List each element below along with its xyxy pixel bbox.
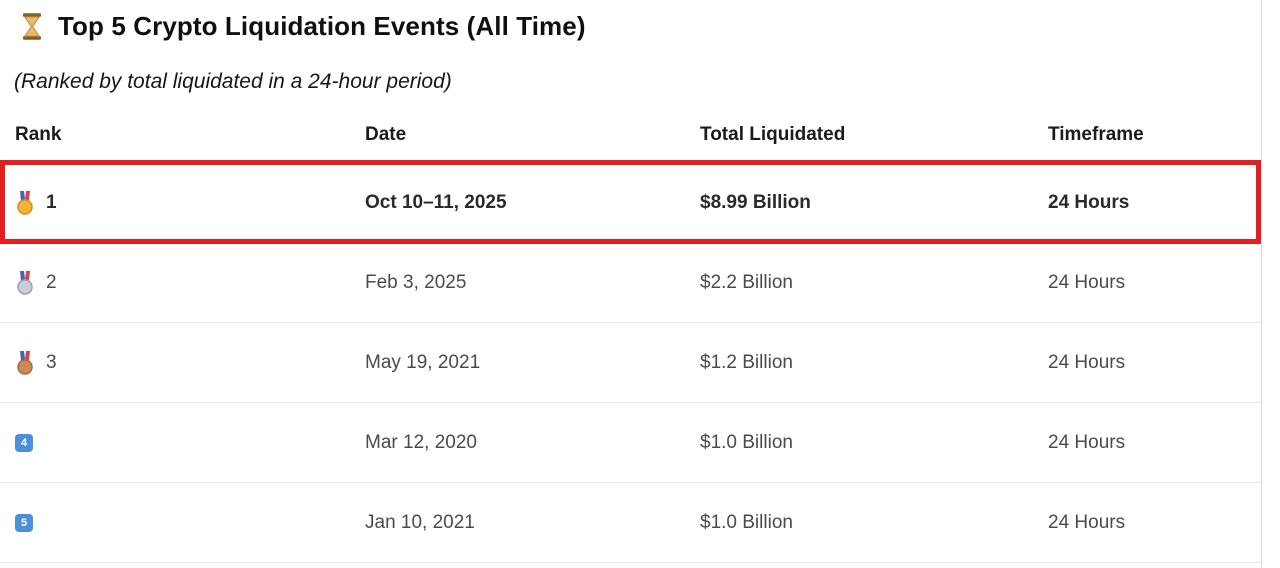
rank-cell: 2: [15, 270, 365, 295]
total-liquidated-cell: $8.99 Billion: [700, 191, 811, 213]
page-title: Top 5 Crypto Liquidation Events (All Tim…: [58, 10, 586, 41]
total-liquidated-cell: $1.2 Billion: [700, 351, 793, 373]
total-liquidated-cell: $2.2 Billion: [700, 271, 793, 293]
silver-medal-icon: [17, 270, 33, 295]
keycap-5-icon: 5: [15, 513, 33, 532]
rank-cell: 3: [15, 350, 365, 375]
date-cell: Feb 3, 2025: [365, 271, 467, 293]
timeframe-cell: 24 Hours: [1048, 431, 1126, 453]
hourglass-icon: [23, 12, 41, 40]
date-cell: Jan 10, 2021: [365, 511, 475, 533]
timeframe-cell: 24 Hours: [1048, 191, 1130, 213]
rank-cell: 5: [15, 513, 365, 532]
table-row: 3 May 19, 2021 $1.2 Billion 24 Hours: [0, 323, 1261, 403]
rank-number: 2: [46, 271, 57, 293]
column-header-date: Date: [365, 124, 407, 145]
date-cell: Mar 12, 2020: [365, 431, 477, 453]
table-row: 4 Mar 12, 2020 $1.0 Billion 24 Hours: [0, 403, 1261, 483]
rank-number: 3: [46, 351, 57, 373]
gold-medal-icon: [17, 190, 33, 215]
column-header-total: Total Liquidated: [700, 124, 846, 145]
date-cell: Oct 10–11, 2025: [365, 191, 507, 213]
column-header-timeframe: Timeframe: [1048, 124, 1144, 145]
table-row: 2 Feb 3, 2025 $2.2 Billion 24 Hours: [0, 243, 1261, 323]
rank-number: 1: [46, 191, 57, 213]
date-cell: May 19, 2021: [365, 351, 481, 373]
keycap-4-icon: 4: [15, 433, 33, 452]
table-row: 5 Jan 10, 2021 $1.0 Billion 24 Hours: [0, 483, 1261, 563]
table-header-row: Rank Date Total Liquidated Timeframe: [0, 124, 1261, 163]
bronze-medal-icon: [17, 350, 33, 375]
timeframe-cell: 24 Hours: [1048, 511, 1126, 533]
page-title-row: Top 5 Crypto Liquidation Events (All Tim…: [0, 0, 1261, 44]
page-subtitle: (Ranked by total liquidated in a 24-hour…: [14, 70, 452, 93]
timeframe-cell: 24 Hours: [1048, 351, 1126, 373]
total-liquidated-cell: $1.0 Billion: [700, 511, 793, 533]
column-header-rank: Rank: [15, 124, 62, 145]
total-liquidated-cell: $1.0 Billion: [700, 431, 793, 453]
timeframe-cell: 24 Hours: [1048, 271, 1126, 293]
rank-cell: 1: [15, 190, 365, 215]
table-row: 1 Oct 10–11, 2025 $8.99 Billion 24 Hours: [0, 160, 1261, 244]
rank-cell: 4: [15, 433, 365, 452]
